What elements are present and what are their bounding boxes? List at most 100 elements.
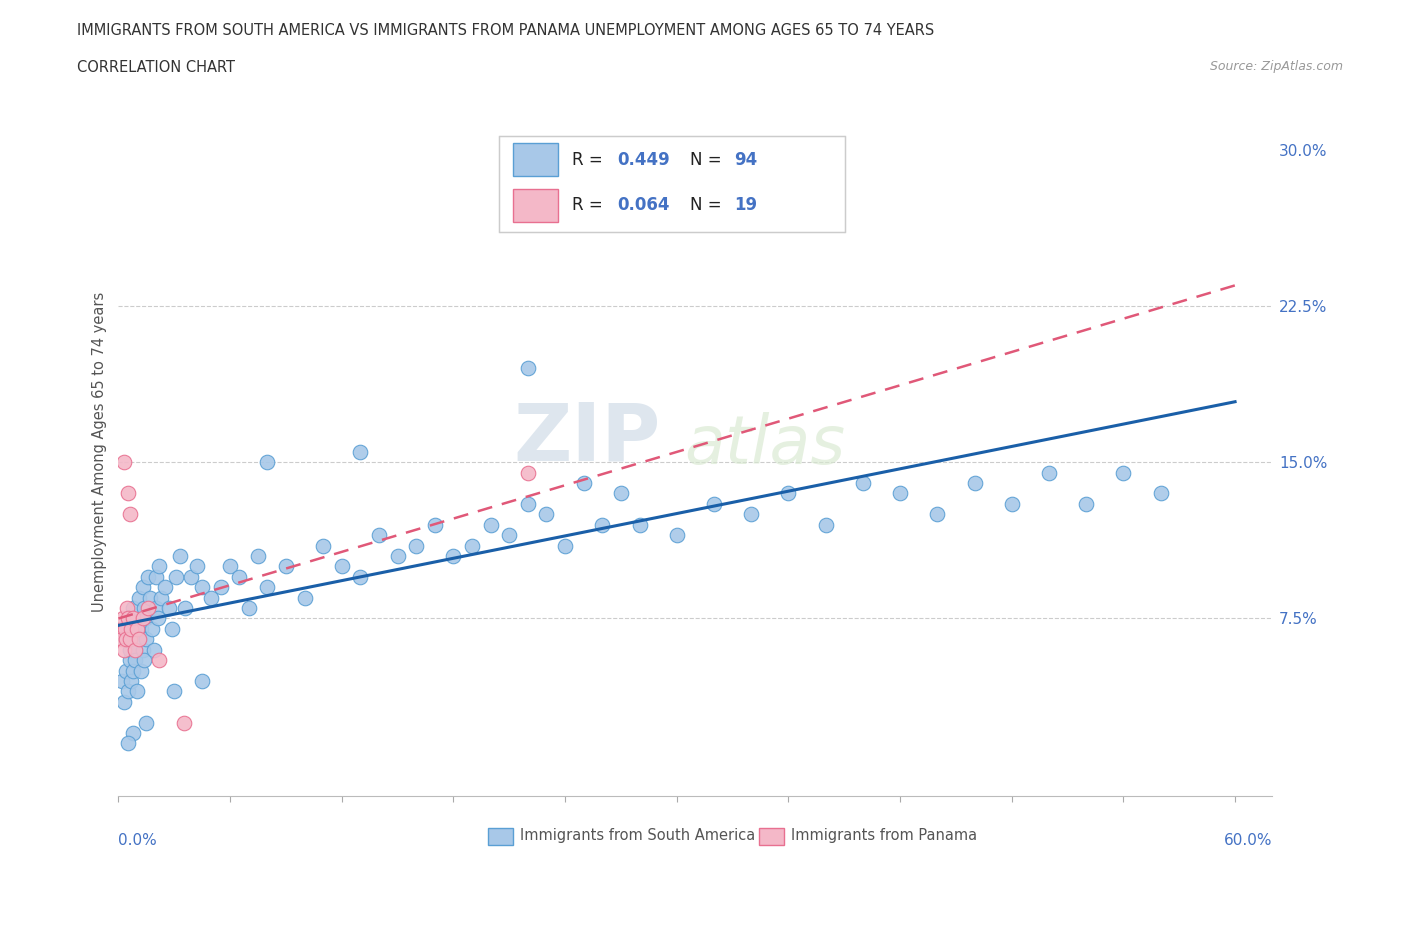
Point	[498, 527, 520, 542]
Point	[110, 621, 132, 636]
Point	[135, 715, 157, 730]
Point	[368, 527, 391, 542]
Point	[516, 465, 538, 480]
Point	[125, 621, 148, 636]
Point	[191, 579, 214, 594]
Point	[128, 631, 150, 646]
Point	[963, 475, 986, 490]
Point	[118, 653, 141, 668]
Point	[117, 684, 139, 698]
Point	[405, 538, 427, 553]
Point	[628, 517, 651, 532]
Point	[134, 653, 156, 668]
Point	[516, 361, 538, 376]
Point	[111, 673, 134, 688]
Point	[141, 621, 163, 636]
Y-axis label: Unemployment Among Ages 65 to 74 years: Unemployment Among Ages 65 to 74 years	[93, 292, 107, 612]
Point	[209, 579, 232, 594]
Point	[115, 663, 138, 678]
FancyBboxPatch shape	[488, 828, 513, 845]
Point	[139, 591, 162, 605]
Point	[349, 445, 371, 459]
Point	[112, 643, 135, 658]
Point	[238, 601, 260, 616]
Point	[131, 643, 153, 658]
Point	[122, 725, 145, 740]
Point	[150, 591, 173, 605]
Point	[186, 559, 208, 574]
Point	[136, 601, 159, 616]
Point	[124, 643, 146, 658]
Point	[173, 715, 195, 730]
Point	[610, 184, 633, 199]
Point	[162, 621, 184, 636]
Point	[219, 559, 242, 574]
Point	[665, 527, 688, 542]
Point	[349, 569, 371, 584]
Point	[112, 695, 135, 710]
Point	[157, 601, 180, 616]
Point	[572, 475, 595, 490]
Point	[142, 643, 165, 658]
Point	[121, 673, 143, 688]
Text: CORRELATION CHART: CORRELATION CHART	[77, 60, 235, 75]
Point	[125, 684, 148, 698]
Point	[129, 621, 152, 636]
Point	[136, 569, 159, 584]
Point	[115, 631, 138, 646]
Point	[441, 549, 464, 564]
Point	[129, 663, 152, 678]
Point	[121, 611, 143, 626]
Point	[1076, 497, 1098, 512]
Point	[131, 611, 153, 626]
Point	[814, 517, 837, 532]
Point	[115, 631, 138, 646]
Text: Source: ZipAtlas.com: Source: ZipAtlas.com	[1209, 60, 1343, 73]
Point	[180, 569, 202, 584]
Point	[128, 591, 150, 605]
Point	[889, 486, 911, 501]
Text: 60.0%: 60.0%	[1223, 833, 1272, 848]
Point	[554, 538, 576, 553]
Point	[169, 549, 191, 564]
Point	[703, 497, 725, 512]
Point	[146, 611, 169, 626]
Point	[118, 631, 141, 646]
Text: ZIP: ZIP	[513, 399, 661, 477]
Point	[112, 455, 135, 470]
Point	[294, 591, 316, 605]
Point	[114, 621, 136, 636]
Point	[148, 653, 170, 668]
Point	[591, 517, 613, 532]
Point	[1001, 497, 1024, 512]
Point	[145, 569, 167, 584]
Text: 0.0%: 0.0%	[118, 833, 157, 848]
Point	[125, 621, 148, 636]
Point	[174, 601, 197, 616]
Point	[274, 559, 297, 574]
Point	[256, 455, 278, 470]
Point	[247, 549, 270, 564]
Point	[122, 601, 145, 616]
Point	[121, 621, 143, 636]
Point	[387, 549, 409, 564]
Point	[852, 475, 875, 490]
Point	[330, 559, 353, 574]
Point	[740, 507, 762, 522]
Point	[1112, 465, 1135, 480]
Point	[117, 621, 139, 636]
Point	[1149, 486, 1171, 501]
Point	[122, 663, 145, 678]
Point	[1038, 465, 1060, 480]
Text: Immigrants from South America: Immigrants from South America	[520, 828, 755, 843]
Point	[312, 538, 335, 553]
Point	[117, 611, 139, 626]
Point	[200, 591, 222, 605]
Point	[145, 601, 167, 616]
Point	[115, 601, 138, 616]
Point	[191, 673, 214, 688]
Point	[128, 631, 150, 646]
Point	[131, 579, 153, 594]
Point	[479, 517, 502, 532]
Point	[153, 579, 176, 594]
